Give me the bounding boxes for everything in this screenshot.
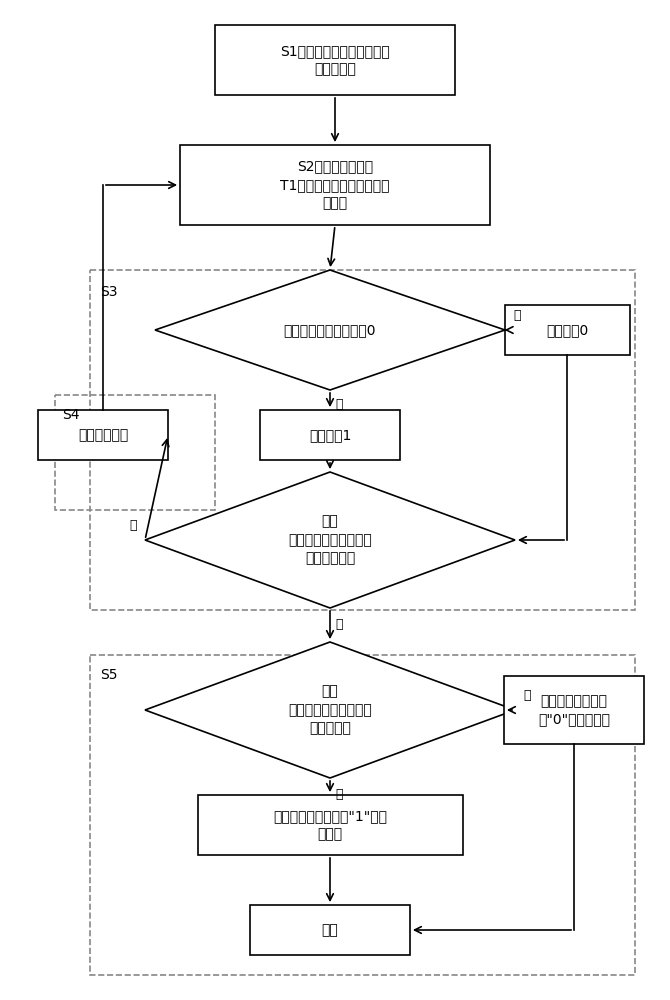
Bar [55,395,215,510]
Bar [180,145,490,225]
Text: 计数器加1: 计数器加1 [309,428,351,442]
Text: S3: S3 [100,285,117,299]
Text: 否: 否 [513,309,521,322]
Text: 判断做差结果是否大于0: 判断做差结果是否大于0 [284,323,377,337]
Bar [90,270,635,610]
Text: 状态列表中添加比特"1"的字
符信息: 状态列表中添加比特"1"的字 符信息 [273,809,387,841]
Text: 结束: 结束 [322,923,338,937]
Bar [198,795,462,855]
Text: 是: 是 [335,788,342,801]
Bar [504,676,644,744]
Text: 否: 否 [523,689,531,702]
Text: 判断
当前采样次数是否等于
采样次数上限: 判断 当前采样次数是否等于 采样次数上限 [288,515,372,565]
Bar [250,905,410,955]
Text: 是: 是 [335,398,342,411]
Polygon shape [145,472,515,608]
Bar [90,655,635,975]
Text: S1、初始化解调算法，并读
取分子浓度: S1、初始化解调算法，并读 取分子浓度 [280,44,390,76]
Text: 否: 否 [129,519,137,532]
Text: 判断
计数器的当前数值是否
大于门限值: 判断 计数器的当前数值是否 大于门限值 [288,685,372,735]
Text: 移动采样窗口: 移动采样窗口 [78,428,128,442]
Polygon shape [155,270,505,390]
Text: S4: S4 [62,408,80,422]
Bar [505,305,630,355]
Polygon shape [145,642,515,778]
Text: 是: 是 [335,618,342,631]
Text: S5: S5 [100,668,117,682]
Text: 计数器加0: 计数器加0 [546,323,588,337]
Bar [215,25,455,95]
Bar [38,410,168,460]
Text: S2、获取两个间隔
T1距离的分子浓度值进行做
差运算: S2、获取两个间隔 T1距离的分子浓度值进行做 差运算 [280,160,390,210]
Bar [260,410,400,460]
Text: 状态列表中添加比
特"0"的字符信息: 状态列表中添加比 特"0"的字符信息 [538,694,610,726]
